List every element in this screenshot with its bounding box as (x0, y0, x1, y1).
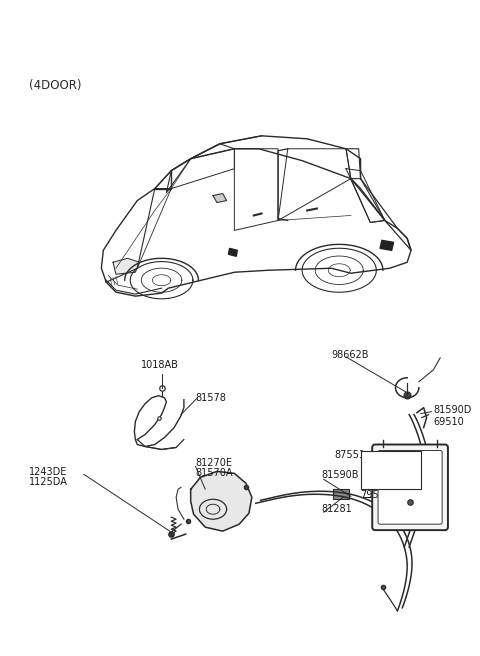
Text: 1018AB: 1018AB (141, 360, 179, 370)
Polygon shape (380, 240, 394, 251)
Text: 1125DA: 1125DA (29, 478, 68, 487)
FancyBboxPatch shape (372, 445, 448, 530)
Text: 1243DE: 1243DE (29, 467, 67, 478)
Text: 79552: 79552 (360, 490, 392, 501)
FancyBboxPatch shape (360, 451, 421, 489)
Polygon shape (191, 472, 252, 531)
Text: 87551: 87551 (335, 451, 365, 461)
Polygon shape (113, 258, 139, 274)
Text: (4DOOR): (4DOOR) (29, 79, 81, 92)
Text: 81570A: 81570A (195, 468, 233, 478)
Text: 81578: 81578 (195, 393, 227, 403)
Text: 98662B: 98662B (332, 350, 369, 360)
Text: 81590D: 81590D (433, 405, 472, 415)
Polygon shape (213, 194, 227, 203)
Text: 81281: 81281 (322, 504, 352, 514)
FancyBboxPatch shape (383, 504, 396, 514)
Polygon shape (228, 249, 237, 256)
Text: 69510: 69510 (433, 417, 464, 426)
Text: 81270E: 81270E (195, 459, 232, 468)
Text: 1125AC: 1125AC (365, 470, 403, 480)
Text: 58752R: 58752R (399, 504, 437, 514)
FancyBboxPatch shape (334, 489, 349, 499)
Text: 1125AD: 1125AD (365, 461, 405, 470)
FancyBboxPatch shape (378, 451, 442, 524)
Text: 81590B: 81590B (322, 470, 359, 480)
